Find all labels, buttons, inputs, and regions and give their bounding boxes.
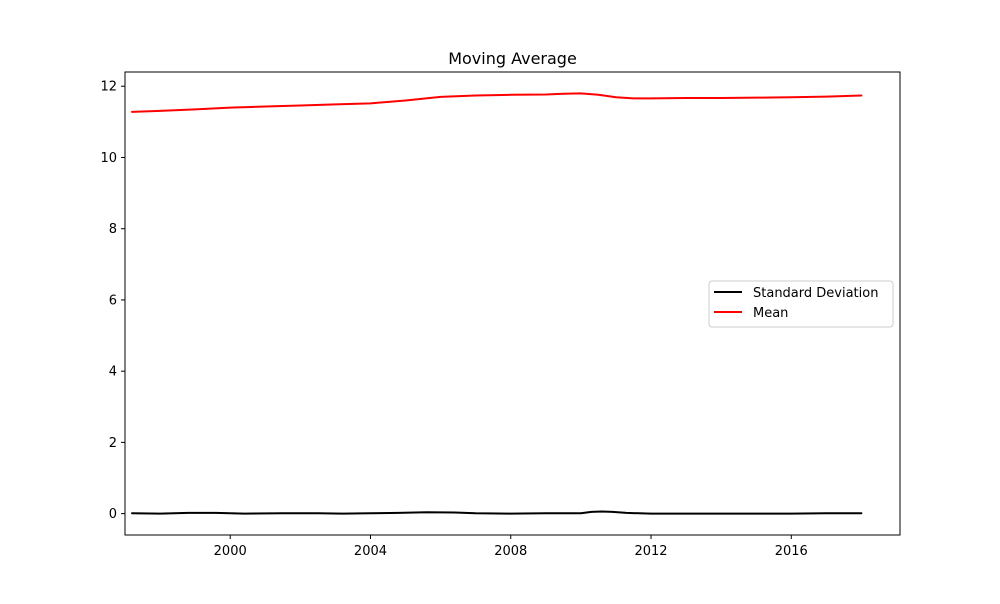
plot-area (131, 92, 863, 515)
y-tick-label: 4 (109, 365, 117, 380)
series-line-mean (131, 92, 863, 113)
y-tick-label: 12 (100, 80, 117, 95)
x-tick-label: 2012 (634, 544, 667, 559)
series-line-standard-deviation (131, 510, 863, 515)
x-tick-label: 2008 (494, 544, 527, 559)
y-tick-label: 10 (100, 151, 117, 166)
legend-box (708, 280, 894, 328)
plot-frame (124, 71, 901, 536)
legend-label-mean: Mean (753, 306, 788, 321)
y-tick-label: 0 (109, 507, 117, 522)
chart-title: Moving Average (448, 49, 577, 68)
x-tick-label: 2016 (775, 544, 808, 559)
legend: Standard Deviation Mean (708, 280, 894, 328)
x-tick-label: 2000 (214, 544, 247, 559)
axes: 2000 2004 2008 2012 2016 0 2 4 6 8 10 12 (100, 71, 901, 559)
y-tick-label: 6 (109, 293, 117, 308)
y-tick-label: 8 (109, 222, 117, 237)
legend-label-standard-deviation: Standard Deviation (753, 286, 878, 301)
x-tick-label: 2004 (354, 544, 387, 559)
y-tick-label: 2 (109, 436, 117, 451)
